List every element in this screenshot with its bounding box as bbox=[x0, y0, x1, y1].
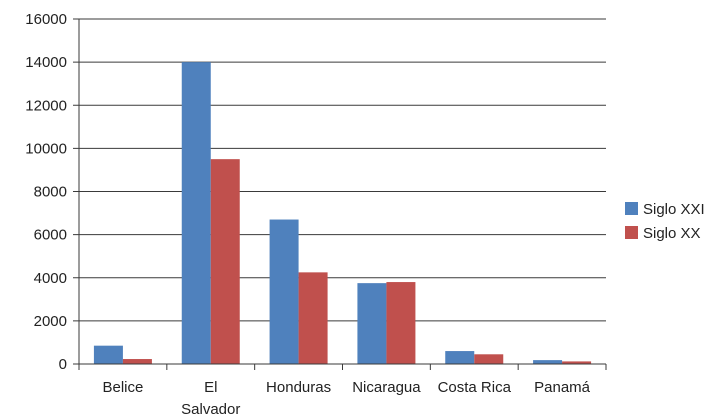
x-tick-label: El Salvador bbox=[181, 379, 240, 418]
bars bbox=[93, 62, 592, 364]
y-tick-label: 8000 bbox=[34, 184, 67, 201]
x-tick-label-line: Honduras bbox=[266, 379, 331, 396]
legend-swatch bbox=[625, 226, 638, 239]
x-tick-label: Panamá bbox=[534, 379, 591, 396]
bar-siglo-xx bbox=[386, 282, 416, 364]
bar-siglo-xx bbox=[474, 354, 504, 364]
legend: Siglo XXI Siglo XX bbox=[625, 201, 705, 242]
x-tick-label-line: Costa Rica bbox=[438, 379, 512, 396]
x-tick-label: Nicaragua bbox=[352, 379, 421, 396]
x-tick-label-line: Panamá bbox=[534, 379, 591, 396]
x-tick-label: Costa Rica bbox=[438, 379, 512, 396]
bar-siglo-xxi bbox=[533, 360, 563, 364]
y-tick-label: 4000 bbox=[34, 270, 67, 287]
x-tick-label: Honduras bbox=[266, 379, 331, 396]
y-axis-tick-labels: 0 2000 4000 6000 8000 10000 12000 14000 16000 bbox=[25, 11, 67, 373]
y-tick-label: 10000 bbox=[25, 140, 67, 157]
y-tick-label: 14000 bbox=[25, 54, 67, 71]
legend-label: Siglo XX bbox=[643, 225, 701, 242]
legend-swatch bbox=[625, 202, 638, 215]
bar-siglo-xxi bbox=[181, 62, 211, 364]
legend-label: Siglo XXI bbox=[643, 201, 705, 218]
x-axis-tick-labels: Belice El Salvador Honduras Nicaragua Costa R… bbox=[102, 379, 590, 418]
y-tick-label: 12000 bbox=[25, 97, 67, 114]
y-tick-label: 6000 bbox=[34, 227, 67, 244]
axes bbox=[73, 19, 607, 370]
bar-siglo-xx bbox=[122, 359, 152, 364]
y-tick-label: 16000 bbox=[25, 11, 67, 28]
bar-siglo-xx bbox=[298, 272, 328, 364]
x-tick-label-line: Salvador bbox=[181, 401, 240, 418]
x-tick-label: Belice bbox=[102, 379, 143, 396]
bar-siglo-xxi bbox=[445, 351, 475, 364]
y-tick-label: 2000 bbox=[34, 313, 67, 330]
bar-siglo-xx bbox=[210, 159, 240, 364]
bar-siglo-xx bbox=[562, 361, 592, 364]
bar-siglo-xxi bbox=[357, 283, 387, 364]
y-tick-label: 0 bbox=[59, 356, 67, 373]
bar-siglo-xxi bbox=[269, 219, 299, 364]
gridlines bbox=[73, 18, 606, 365]
bar-siglo-xxi bbox=[93, 345, 123, 364]
x-tick-label-line: Nicaragua bbox=[352, 379, 421, 396]
x-tick-label-line: Belice bbox=[102, 379, 143, 396]
x-tick-label-line: El bbox=[204, 379, 217, 396]
